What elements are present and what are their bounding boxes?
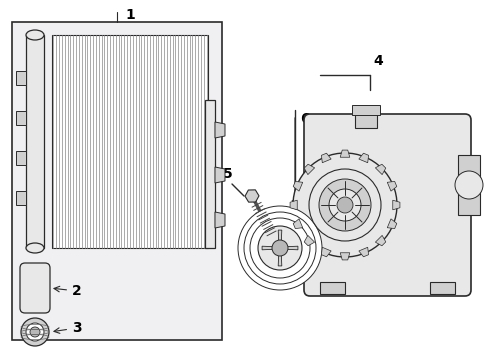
Circle shape bbox=[272, 240, 288, 256]
Text: 4: 4 bbox=[373, 54, 383, 68]
Ellipse shape bbox=[26, 30, 44, 40]
Polygon shape bbox=[262, 246, 276, 250]
Polygon shape bbox=[215, 122, 225, 138]
Circle shape bbox=[21, 318, 49, 346]
Ellipse shape bbox=[26, 243, 44, 253]
Polygon shape bbox=[304, 235, 315, 246]
Polygon shape bbox=[278, 230, 282, 244]
Circle shape bbox=[293, 153, 397, 257]
Polygon shape bbox=[387, 219, 397, 229]
FancyBboxPatch shape bbox=[304, 114, 471, 296]
Circle shape bbox=[258, 226, 302, 270]
Circle shape bbox=[30, 327, 40, 337]
Polygon shape bbox=[375, 235, 386, 246]
Bar bbox=[320, 282, 345, 294]
Circle shape bbox=[309, 169, 381, 241]
Polygon shape bbox=[321, 247, 331, 257]
Polygon shape bbox=[16, 111, 26, 125]
Circle shape bbox=[455, 171, 483, 199]
Text: 6: 6 bbox=[300, 112, 310, 126]
Bar bbox=[26, 35, 44, 248]
Polygon shape bbox=[359, 247, 368, 257]
Polygon shape bbox=[16, 151, 26, 165]
Polygon shape bbox=[359, 153, 368, 163]
Polygon shape bbox=[340, 253, 350, 260]
Polygon shape bbox=[215, 167, 225, 183]
Polygon shape bbox=[293, 219, 303, 229]
Polygon shape bbox=[284, 246, 298, 250]
Bar bbox=[205, 100, 215, 248]
Polygon shape bbox=[375, 164, 386, 175]
Bar bbox=[430, 282, 455, 294]
Polygon shape bbox=[278, 252, 282, 266]
Text: 3: 3 bbox=[54, 321, 82, 335]
Circle shape bbox=[26, 323, 44, 341]
Polygon shape bbox=[387, 181, 397, 191]
Polygon shape bbox=[304, 164, 315, 175]
Text: 2: 2 bbox=[54, 284, 82, 298]
Polygon shape bbox=[340, 150, 350, 157]
Polygon shape bbox=[16, 191, 26, 205]
Circle shape bbox=[244, 212, 316, 284]
Bar bbox=[352, 105, 380, 115]
Circle shape bbox=[238, 206, 322, 290]
Circle shape bbox=[319, 179, 371, 231]
Bar bbox=[12, 22, 222, 340]
Polygon shape bbox=[290, 200, 297, 210]
Text: 5: 5 bbox=[223, 167, 233, 181]
FancyBboxPatch shape bbox=[20, 263, 50, 313]
Circle shape bbox=[329, 189, 361, 221]
Polygon shape bbox=[393, 200, 400, 210]
Bar bbox=[52, 35, 208, 248]
Bar bbox=[355, 110, 377, 128]
Bar bbox=[458, 155, 480, 215]
Polygon shape bbox=[293, 181, 303, 191]
Polygon shape bbox=[321, 153, 331, 163]
Circle shape bbox=[250, 218, 310, 278]
Polygon shape bbox=[16, 71, 26, 85]
Text: 1: 1 bbox=[125, 8, 135, 22]
Polygon shape bbox=[215, 212, 225, 228]
Circle shape bbox=[337, 197, 353, 213]
